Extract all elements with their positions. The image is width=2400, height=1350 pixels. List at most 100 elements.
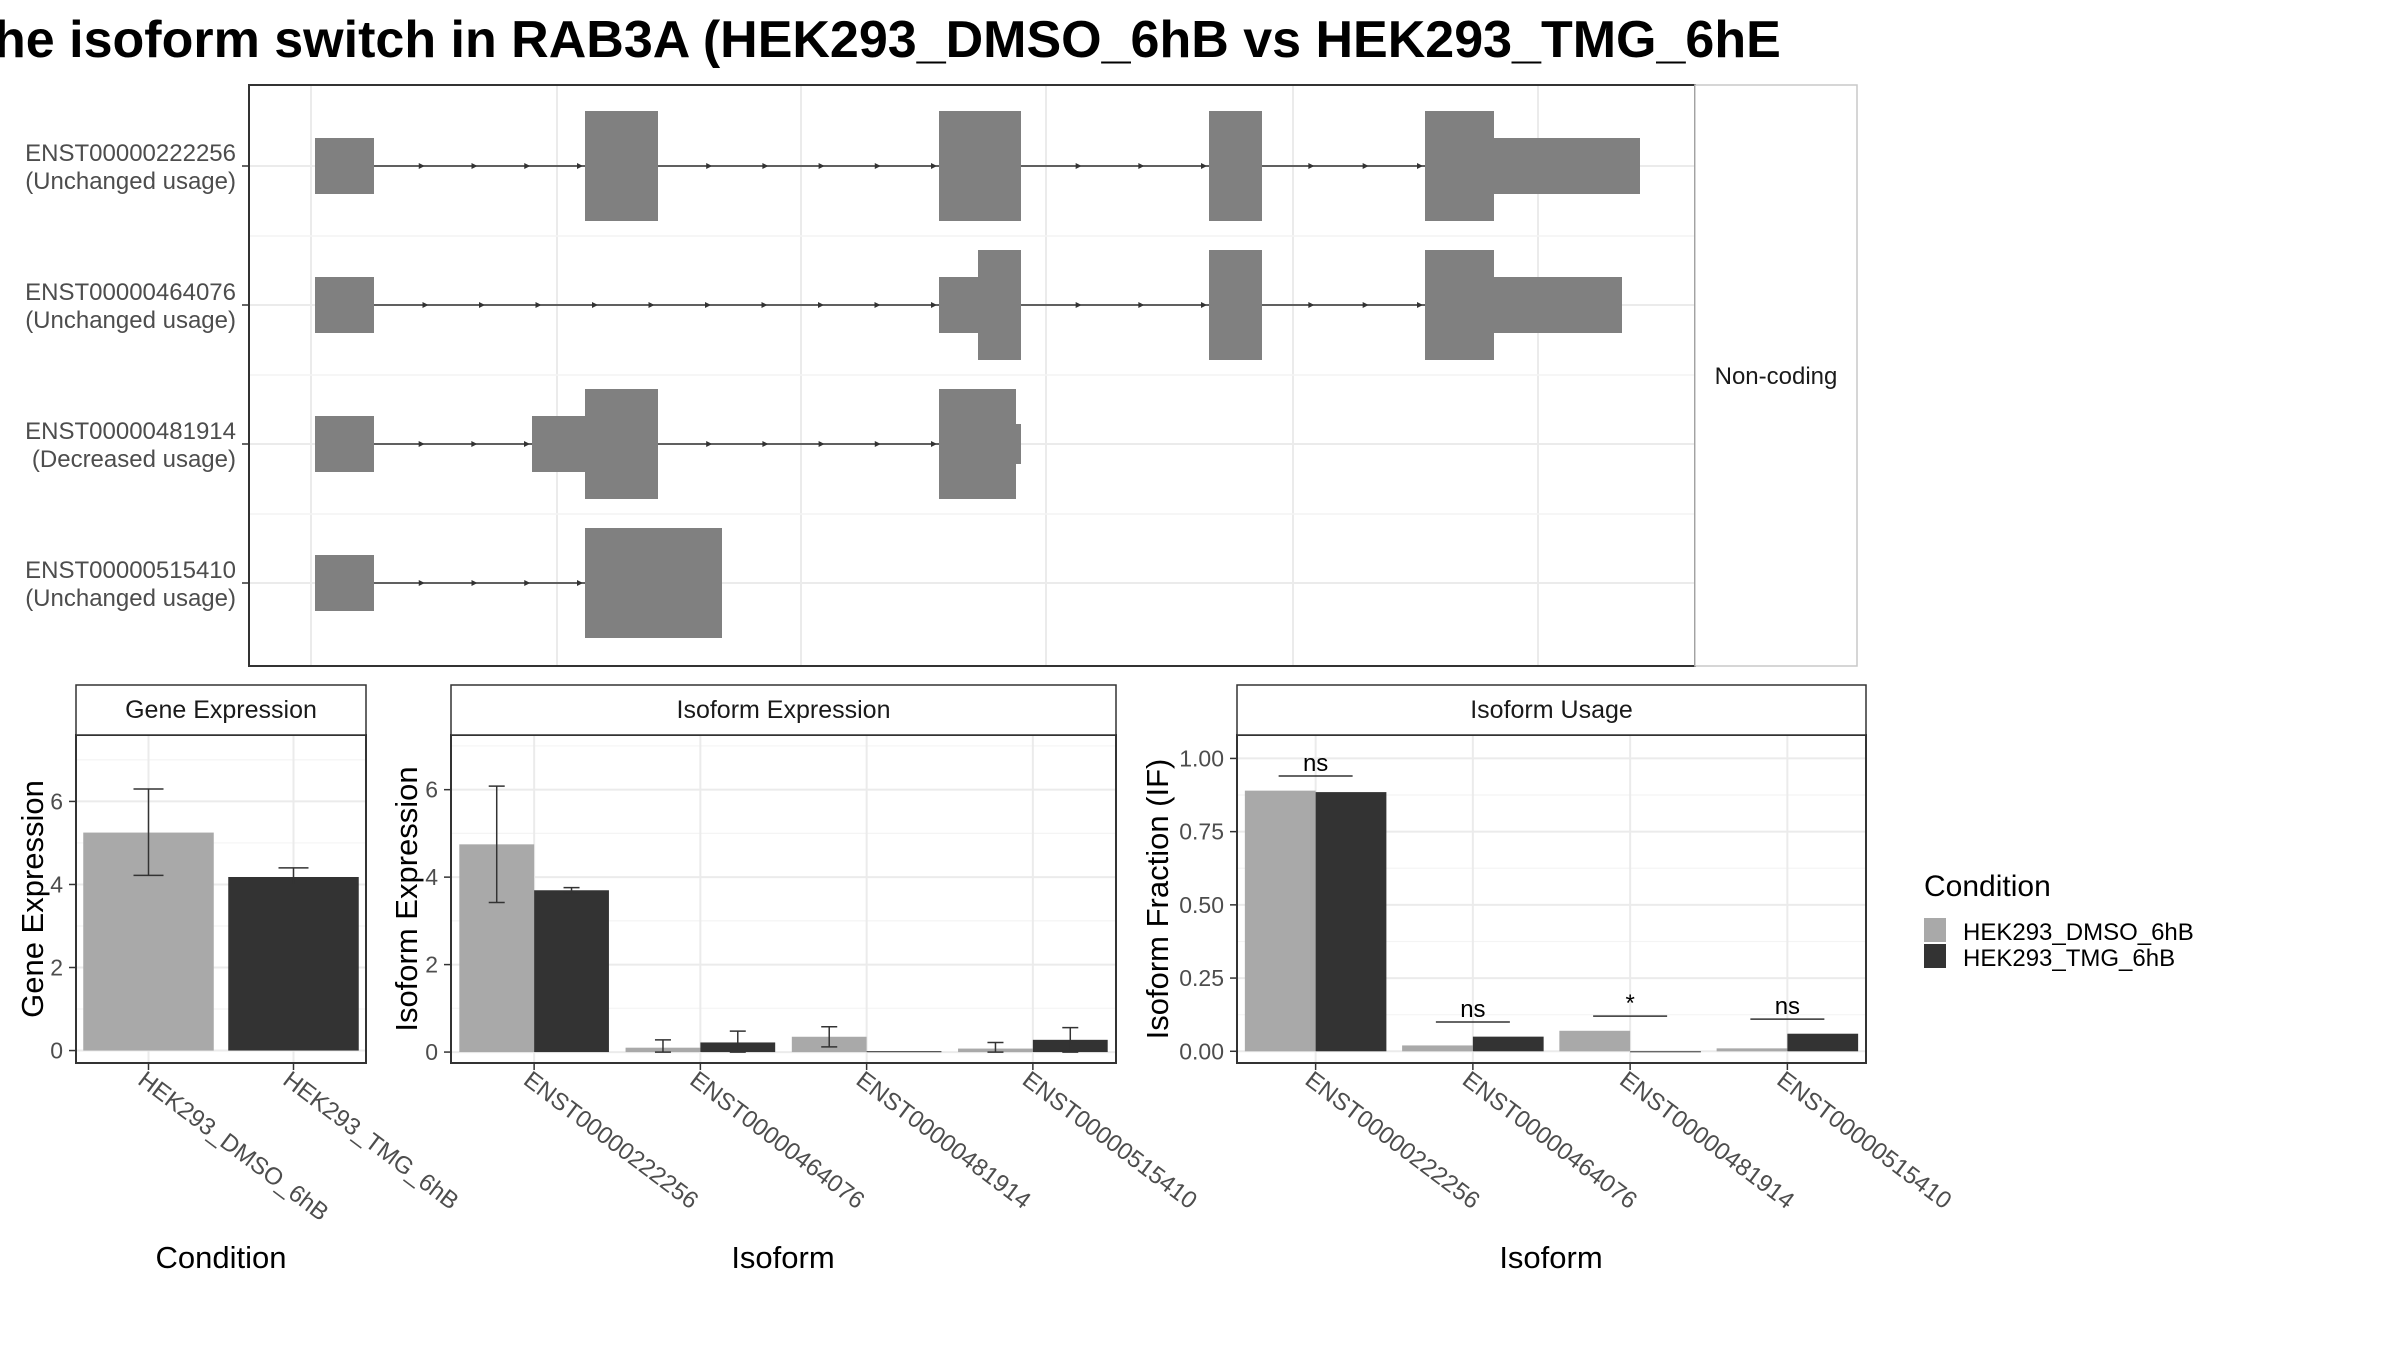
intron-arrow (471, 580, 478, 586)
exon-block (315, 138, 374, 194)
intron-arrow (535, 302, 542, 308)
exon-block (1494, 277, 1622, 333)
exon-block (585, 528, 722, 638)
y-tick-label: 0 (425, 1039, 438, 1065)
intron-arrow (874, 302, 881, 308)
legend-key-tmg (1924, 944, 1946, 968)
x-axis-title: Condition (156, 1240, 287, 1275)
intron-arrow (1138, 163, 1145, 169)
y-tick-label: 0 (50, 1038, 63, 1064)
bar (866, 1051, 942, 1053)
isoform-usage-panel: ns ns * ns Isoform Usage 0.00 0.25 0.50 0.75 1.00… (1140, 684, 1956, 1275)
isoform-expression-panel: Isoform Expression0246ENST00000222256ENS… (389, 684, 1202, 1275)
legend: Condition HEK293_DMSO_6hB HEK293_TMG_6hB (1924, 870, 2194, 972)
intron-arrow (930, 163, 937, 169)
intron-arrow (591, 302, 598, 308)
y-tick-label: 6 (50, 788, 63, 814)
intron-arrow (1362, 302, 1369, 308)
intron-arrow (1200, 163, 1207, 169)
legend-title: Condition (1924, 870, 2051, 903)
y-tick-label: 2 (425, 952, 438, 978)
legend-key-dmso (1924, 918, 1946, 942)
y-tick-label: 1.00 (1179, 745, 1224, 771)
exon-block (315, 277, 374, 333)
intron-arrow (1308, 302, 1315, 308)
intron-arrow (1308, 163, 1315, 169)
transcript-id-label: ENST00000222256 (25, 140, 236, 167)
transcript-id-label: ENST00000464076 (25, 279, 236, 306)
intron-arrow (874, 163, 881, 169)
y-tick-label: 6 (425, 777, 438, 803)
panel-title: Isoform Usage (1470, 696, 1633, 724)
transcript-model (315, 389, 1021, 499)
x-tick-label: ENST00000515410 (1017, 1066, 1202, 1214)
bar (228, 876, 359, 1051)
exon-block (1425, 250, 1494, 360)
intron-arrow (1416, 302, 1423, 308)
exon-block (978, 250, 1021, 360)
intron-arrow (576, 163, 583, 169)
intron-arrow (818, 163, 825, 169)
transcript-structure-panel: ENST00000222256(Unchanged usage)ENST0000… (25, 84, 1858, 667)
transcript-id-label: ENST00000481914 (25, 418, 236, 445)
y-axis-title: Gene Expression (15, 780, 50, 1018)
exon-block (1209, 111, 1262, 221)
transcript-model (315, 111, 1640, 221)
significance-label: ns (1303, 750, 1328, 777)
intron-arrow (523, 441, 530, 447)
intron-arrow (706, 441, 713, 447)
significance-label: * (1625, 990, 1634, 1017)
exon-block (1494, 138, 1640, 194)
intron-arrow (762, 163, 769, 169)
figure-title: he isoform switch in RAB3A (HEK293_DMSO_… (0, 11, 1781, 69)
intron-arrow (761, 302, 768, 308)
bar (534, 890, 609, 1053)
intron-arrow (762, 441, 769, 447)
significance-label: ns (1460, 996, 1485, 1023)
intron-arrow (648, 302, 655, 308)
transcript-id-label: ENST00000515410 (25, 557, 236, 584)
bar (1787, 1033, 1859, 1052)
intron-arrow (418, 163, 425, 169)
exon-block (585, 389, 658, 499)
exon-block (939, 111, 1021, 221)
intron-arrow (471, 163, 478, 169)
x-tick-label: ENST00000222256 (519, 1066, 704, 1214)
x-axis-title: Isoform (731, 1240, 834, 1275)
x-axis-title: Isoform (1499, 1240, 1602, 1275)
exon-block (1425, 111, 1494, 221)
bar (1244, 790, 1316, 1052)
intron-arrow (930, 302, 937, 308)
panel-title: Isoform Expression (677, 696, 891, 724)
intron-arrow (471, 441, 478, 447)
transcript-model (315, 250, 1622, 360)
exon-block (1209, 250, 1262, 360)
intron-arrow (422, 302, 429, 308)
intron-arrow (1075, 302, 1082, 308)
x-tick-label: ENST00000464076 (685, 1066, 870, 1214)
bar (1559, 1030, 1631, 1052)
panel-strip (450, 684, 1117, 736)
transcript-usage-label: (Unchanged usage) (25, 585, 236, 612)
transcript-usage-label: (Unchanged usage) (25, 168, 236, 195)
intron-arrow (1200, 302, 1207, 308)
exon-block (1016, 424, 1021, 464)
bar (1402, 1045, 1473, 1052)
intron-arrow (706, 163, 713, 169)
structure-strip (1694, 84, 1858, 667)
intron-arrow (1362, 163, 1369, 169)
intron-arrow (418, 441, 425, 447)
intron-arrow (524, 163, 531, 169)
panel-strip (75, 684, 367, 736)
intron-arrow (418, 580, 425, 586)
intron-arrow (874, 441, 881, 447)
structure-strip-label: Non-coding (1715, 363, 1838, 390)
transcript-usage-label: (Decreased usage) (32, 446, 236, 473)
transcript-usage-label: (Unchanged usage) (25, 307, 236, 334)
intron-arrow (576, 580, 583, 586)
exon-block (939, 389, 1016, 499)
significance-label: ns (1775, 993, 1800, 1020)
exon-block (315, 555, 374, 611)
y-tick-label: 4 (50, 871, 63, 897)
y-tick-label: 0.50 (1179, 892, 1224, 918)
